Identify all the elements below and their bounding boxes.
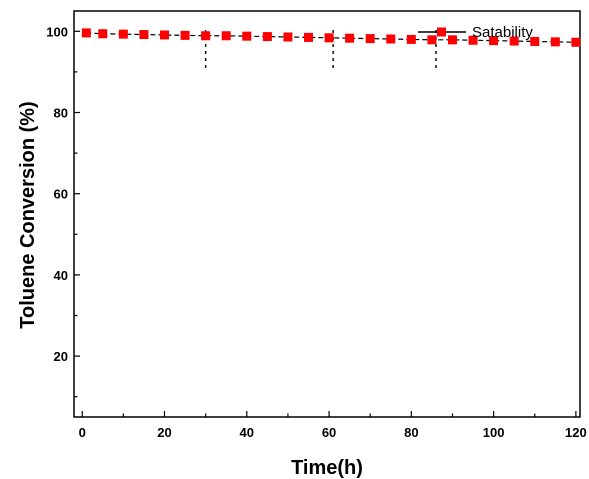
plot-frame xyxy=(74,11,580,417)
x-axis-title: Time(h) xyxy=(291,457,363,479)
data-point xyxy=(242,32,251,41)
y-tick-label: 20 xyxy=(54,349,68,364)
data-point xyxy=(82,28,91,37)
data-point xyxy=(427,35,436,44)
data-point xyxy=(386,35,395,44)
x-tick-label: 20 xyxy=(157,425,171,440)
x-tick-label: 80 xyxy=(404,425,418,440)
data-point xyxy=(222,31,231,40)
y-tick-label: 100 xyxy=(46,24,68,39)
y-axis-title: Toluene Conversion (%) xyxy=(17,101,39,328)
data-point xyxy=(201,31,210,40)
data-point xyxy=(551,37,560,46)
data-point xyxy=(139,30,148,39)
axis-ticks: 0 20 40 60 80 100 120 20 40 60 80 100 xyxy=(46,24,586,440)
y-tick-label: 80 xyxy=(54,106,68,121)
legend-marker-sample xyxy=(437,28,446,37)
data-point xyxy=(448,35,457,44)
x-tick-label: 0 xyxy=(79,425,86,440)
x-tick-label: 40 xyxy=(240,425,254,440)
x-tick-label: 120 xyxy=(565,425,587,440)
data-point xyxy=(160,30,169,39)
legend-label: Satability xyxy=(472,24,533,41)
data-point xyxy=(325,33,334,42)
x-tick-label: 60 xyxy=(322,425,336,440)
data-point xyxy=(181,31,190,40)
data-point xyxy=(407,35,416,44)
data-point xyxy=(119,30,128,39)
data-point xyxy=(263,32,272,41)
data-point xyxy=(366,34,375,43)
data-point xyxy=(98,29,107,38)
data-point xyxy=(345,34,354,43)
data-point xyxy=(571,38,580,47)
y-tick-label: 40 xyxy=(54,268,68,283)
data-point xyxy=(283,32,292,41)
plot-border xyxy=(74,11,580,417)
y-tick-label: 60 xyxy=(54,187,68,202)
x-tick-label: 100 xyxy=(483,425,505,440)
data-point xyxy=(304,33,313,42)
